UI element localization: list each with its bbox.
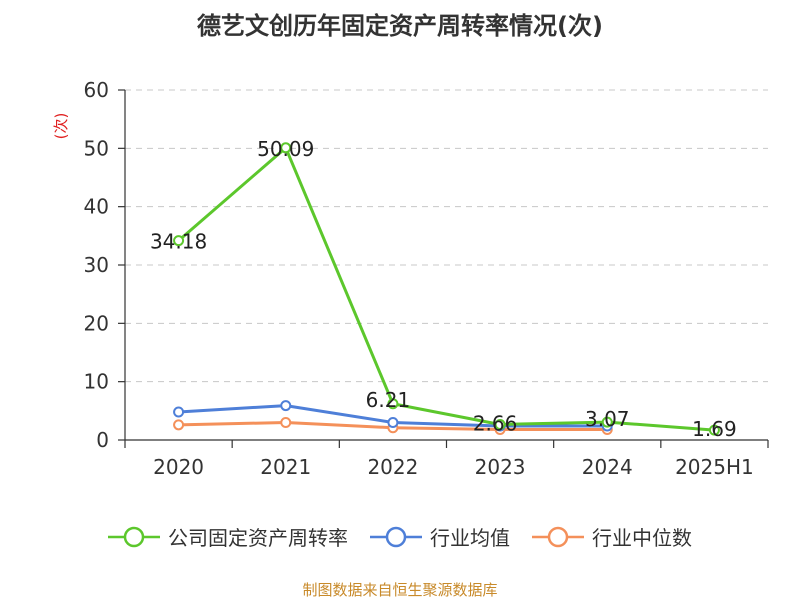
x-tick-label-2020: 2020 bbox=[153, 455, 204, 479]
series-1-point-2 bbox=[387, 417, 399, 428]
series-2-point-1 bbox=[280, 417, 292, 428]
series-1-point-0 bbox=[173, 406, 185, 418]
legend-swatch-industry-mean bbox=[370, 526, 422, 547]
x-tick-label-2024: 2024 bbox=[582, 455, 633, 479]
legend-swatch-company bbox=[108, 526, 160, 547]
legend-swatch-industry-median bbox=[532, 526, 584, 547]
y-tick-label-10: 10 bbox=[84, 370, 109, 394]
x-tick-label-2022: 2022 bbox=[367, 455, 418, 479]
x-tick-label-2021: 2021 bbox=[260, 455, 311, 479]
series-1-point-1 bbox=[280, 400, 292, 412]
y-tick-label-60: 60 bbox=[84, 78, 109, 102]
y-tick-label-50: 50 bbox=[84, 136, 109, 160]
data-source-note: 制图数据来自恒生聚源数据库 bbox=[302, 581, 498, 599]
legend: 公司固定资产周转率 行业均值 行业中位数 bbox=[0, 522, 800, 551]
series-lines bbox=[173, 142, 720, 436]
series-0-point-3 bbox=[494, 418, 506, 430]
y-tick-label-0: 0 bbox=[96, 428, 109, 452]
x-tick-label-2023: 2023 bbox=[475, 455, 526, 479]
series-0-point-2 bbox=[387, 398, 399, 410]
legend-item-industry-mean[interactable]: 行业均值 bbox=[370, 522, 510, 551]
grid-lines bbox=[125, 89, 768, 383]
y-tick-label-30: 30 bbox=[84, 253, 109, 277]
series-0-point-5 bbox=[708, 424, 720, 436]
axes: 0 10 20 30 40 50 60 2020 2021 2022 2023 2024 2025H1 (… bbox=[52, 78, 769, 479]
data-label-2022: 6.21 bbox=[366, 388, 411, 412]
series-0-point-4 bbox=[601, 416, 613, 428]
legend-label-industry-median: 行业中位数 bbox=[592, 526, 692, 550]
x-tick-label-2025H1: 2025H1 bbox=[675, 455, 754, 479]
data-label-2024: 3.07 bbox=[585, 407, 630, 431]
legend-label-industry-mean: 行业均值 bbox=[430, 526, 510, 550]
series-line-0 bbox=[177, 146, 715, 432]
legend-item-company[interactable]: 公司固定资产周转率 bbox=[108, 522, 348, 551]
data-label-2020: 34.18 bbox=[150, 230, 207, 254]
legend-item-industry-median[interactable]: 行业中位数 bbox=[532, 522, 692, 551]
chart-title: 德艺文创历年固定资产周转率情况(次) bbox=[197, 12, 603, 40]
y-axis-unit-label: (次) bbox=[52, 113, 70, 140]
y-tick-label-20: 20 bbox=[84, 311, 109, 335]
series-0-point-0 bbox=[173, 235, 185, 247]
y-tick-label-40: 40 bbox=[84, 195, 109, 219]
legend-label-company: 公司固定资产周转率 bbox=[168, 526, 348, 550]
series-2-point-0 bbox=[173, 419, 185, 431]
data-labels: 34.18 50.09 6.21 2.66 3.07 1.69 bbox=[150, 137, 737, 441]
data-label-2021: 50.09 bbox=[257, 137, 314, 161]
data-label-2023: 2.66 bbox=[473, 411, 518, 435]
series-0-point-1 bbox=[280, 142, 292, 154]
data-label-2025H1: 1.69 bbox=[692, 417, 737, 441]
